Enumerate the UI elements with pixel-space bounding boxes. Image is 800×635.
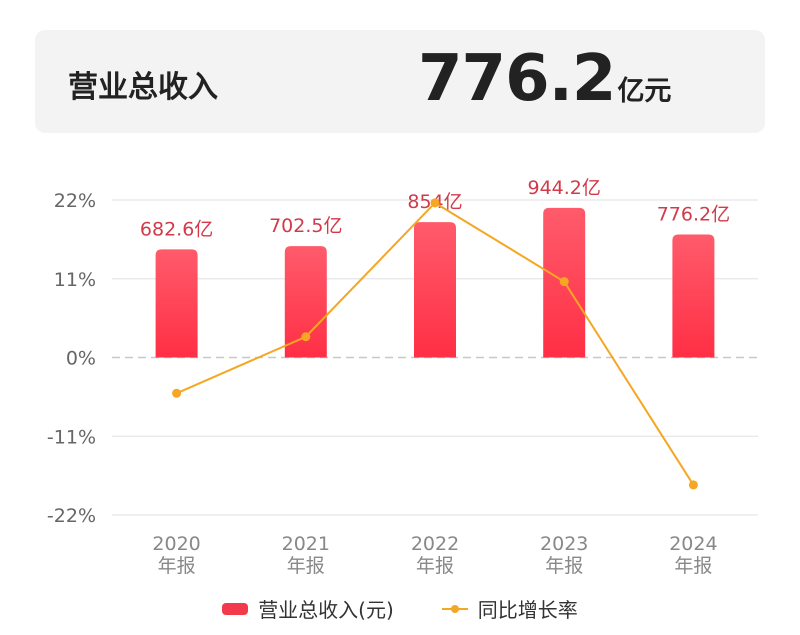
legend-revenue-label: 营业总收入(元) (258, 598, 394, 622)
summary-card: 营业总收入 776.2亿元 (35, 30, 765, 133)
bar-data-label: 702.5亿 (269, 215, 342, 237)
legend-growth-label: 同比增长率 (477, 598, 578, 622)
growth-point (688, 480, 698, 490)
revenue-chart: 22%11%0%-11%-22%682.6亿702.5亿854亿944.2亿77… (47, 177, 758, 577)
x-tick-year: 2021 (282, 533, 330, 555)
bar-data-label: 944.2亿 (527, 177, 600, 199)
summary-value: 776.2亿元 (418, 42, 671, 116)
revenue-bar (672, 234, 715, 358)
x-tick-year: 2024 (669, 533, 717, 555)
x-tick-suffix: 年报 (545, 555, 583, 577)
x-tick-year: 2022 (411, 533, 459, 555)
y-tick-label: -22% (47, 505, 96, 527)
growth-point (559, 277, 569, 287)
y-tick-label: 11% (54, 269, 96, 291)
growth-point (172, 388, 182, 398)
legend-revenue[interactable]: 营业总收入(元) (222, 594, 394, 623)
summary-number: 776.2 (418, 42, 616, 116)
x-tick-suffix: 年报 (158, 555, 196, 577)
x-tick-year: 2023 (540, 533, 588, 555)
x-tick-suffix: 年报 (674, 555, 712, 577)
x-tick-suffix: 年报 (287, 555, 325, 577)
y-tick-label: -11% (47, 426, 96, 448)
revenue-bar (284, 246, 327, 358)
growth-point (430, 198, 440, 208)
legend-line-swatch (441, 604, 468, 613)
legend: 营业总收入(元) 同比增长率 (0, 594, 800, 623)
legend-bar-swatch (222, 602, 249, 615)
revenue-bar (155, 249, 198, 358)
summary-title: 营业总收入 (68, 70, 218, 105)
bar-data-label: 682.6亿 (140, 218, 213, 240)
x-tick-year: 2020 (152, 533, 200, 555)
bar-data-label: 776.2亿 (657, 203, 730, 225)
y-tick-label: 22% (54, 190, 96, 212)
summary-unit: 亿元 (617, 76, 672, 107)
growth-point (301, 332, 311, 342)
legend-growth[interactable]: 同比增长率 (441, 594, 578, 623)
y-tick-label: 0% (66, 348, 96, 370)
x-tick-suffix: 年报 (416, 555, 454, 577)
revenue-bar (414, 222, 456, 358)
